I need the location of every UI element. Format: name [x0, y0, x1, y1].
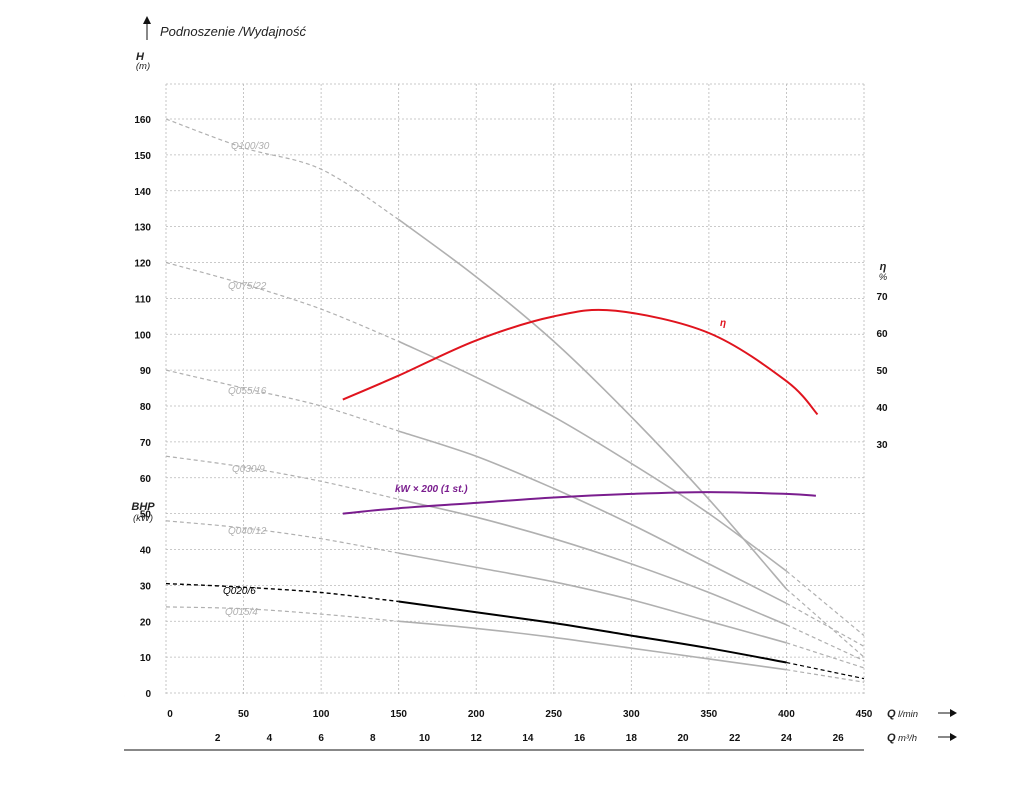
y-left-tick: 90: [140, 366, 152, 377]
curve-Q015-4-end: [786, 669, 865, 683]
y-right-tick: 60: [876, 329, 888, 340]
bhp-axis-unit: (kW): [133, 513, 153, 524]
curve-Q040-12-start: [165, 520, 399, 554]
curve-Q075-22-end: [786, 570, 865, 637]
y-left-tick: 100: [134, 330, 151, 341]
x-primary-unit: l/min: [898, 709, 918, 720]
x-primary-tick: 200: [468, 709, 485, 720]
x-primary-tick: 400: [778, 709, 795, 720]
x-secondary-unit: m³/h: [898, 733, 917, 744]
series-label: Q075/22: [228, 281, 267, 292]
labels: 0 50 100 150 200 250 300 350 400 4500102030405060…: [134, 115, 888, 744]
curve-Q030-9-end: [786, 624, 865, 662]
x-primary-tick: 300: [623, 709, 640, 720]
curve-Q040-12: [398, 552, 787, 644]
series-label: Q015/4: [225, 607, 258, 618]
curve-Q075-22-start: [165, 261, 399, 342]
x-secondary-name: Q: [887, 732, 896, 744]
y-left-tick: 140: [134, 187, 151, 198]
series-label: η: [720, 318, 726, 329]
y-left-tick: 160: [134, 115, 151, 126]
curve-Q020-6-start: [165, 582, 399, 603]
y-left-name: H: [136, 51, 145, 63]
y-left-tick: 30: [140, 581, 152, 592]
curve-Q020-6: [398, 600, 787, 664]
x-primary-tick: 350: [701, 709, 718, 720]
curve-Q100-30-start: [165, 118, 400, 221]
x-secondary-tick: 26: [833, 733, 845, 744]
y-left-tick: 60: [140, 474, 152, 485]
x-secondary-tick: 24: [781, 733, 793, 744]
x-primary-tick: 100: [313, 709, 330, 720]
y-left-tick: 130: [134, 223, 151, 234]
x-secondary-tick: 22: [729, 733, 741, 744]
chart-title: Podnoszenie /Wydajność: [160, 24, 306, 39]
title-arrow: [143, 16, 151, 40]
x-secondary-tick: 10: [419, 733, 431, 744]
x-secondary-tick: 12: [471, 733, 483, 744]
series-label: kW × 200 (1 st.): [395, 484, 468, 495]
y-left-tick: 0: [145, 689, 151, 700]
x-primary-name: Q: [887, 708, 896, 720]
y-right-name: η: [880, 261, 887, 273]
x-secondary-tick: 16: [574, 733, 586, 744]
x-primary-tick: 450: [856, 709, 873, 720]
x-primary-tick: 50: [238, 709, 250, 720]
efficiency-curve: [342, 308, 819, 416]
curve-Q055-16: [398, 430, 787, 605]
curve-Q075-22: [398, 340, 787, 572]
curve-Q055-16-end: [786, 602, 865, 647]
curve-Q100-30-end: [786, 588, 865, 658]
series-label: Q055/16: [228, 386, 267, 397]
y-left-tick: 50: [140, 510, 152, 521]
series-label: Q030/9: [232, 464, 265, 475]
grid: [165, 83, 865, 696]
y-right-tick: 70: [876, 292, 888, 303]
bhp-axis-name: BHP: [131, 501, 155, 513]
x-primary-arrow: [938, 709, 957, 717]
series-label: Q020/6: [223, 586, 256, 597]
y-left-tick: 10: [140, 653, 152, 664]
y-left-tick: 70: [140, 438, 152, 449]
x-primary-tick: 150: [390, 709, 407, 720]
x-primary-tick: 0: [167, 709, 173, 720]
x-secondary-tick: 2: [215, 733, 221, 744]
curve-Q015-4-start: [165, 606, 399, 622]
curve-Q055-16-start: [165, 369, 399, 432]
x-secondary-tick: 6: [318, 733, 324, 744]
curve-Q015-4: [398, 620, 787, 671]
x-secondary-tick: 20: [677, 733, 689, 744]
y-left-tick: 20: [140, 617, 152, 628]
y-left-tick: 80: [140, 402, 152, 413]
x-secondary-tick: 4: [267, 733, 273, 744]
x-secondary-tick: 18: [626, 733, 638, 744]
curve-Q030-9: [398, 498, 787, 626]
series-label: Q040/12: [228, 526, 267, 537]
y-right-tick: 40: [876, 403, 888, 414]
y-left-tick: 150: [134, 151, 151, 162]
x-secondary-arrow: [938, 733, 957, 741]
y-left-tick: 120: [134, 259, 151, 270]
x-primary-tick: 250: [545, 709, 562, 720]
y-right-unit: %: [879, 272, 888, 283]
x-secondary-tick: 8: [370, 733, 376, 744]
y-right-tick: 30: [876, 440, 888, 451]
curve-Q100-30: [398, 218, 788, 590]
power-curve: [342, 491, 816, 515]
curves: [165, 118, 865, 683]
y-left-tick: 40: [140, 546, 152, 557]
x-secondary-tick: 14: [522, 733, 534, 744]
y-left-tick: 110: [135, 294, 152, 305]
series-label: Q100/30: [231, 141, 270, 152]
y-right-tick: 50: [876, 366, 888, 377]
curve-Q020-6-end: [786, 661, 865, 680]
y-left-unit: (m): [136, 61, 150, 72]
